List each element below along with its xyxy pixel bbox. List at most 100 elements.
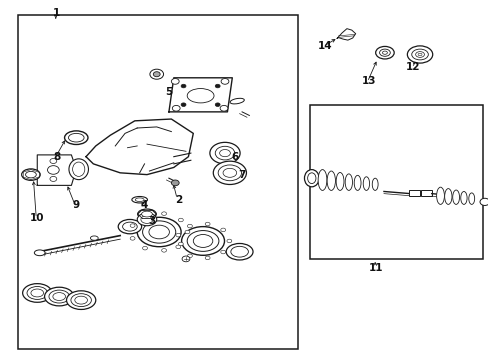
Ellipse shape: [363, 177, 369, 190]
Ellipse shape: [411, 49, 427, 60]
Ellipse shape: [353, 175, 360, 190]
Ellipse shape: [326, 171, 335, 190]
Circle shape: [226, 239, 231, 243]
Ellipse shape: [142, 211, 152, 217]
Circle shape: [130, 237, 135, 240]
Ellipse shape: [181, 226, 224, 255]
Ellipse shape: [141, 216, 153, 224]
Ellipse shape: [209, 142, 240, 164]
Circle shape: [130, 224, 135, 228]
Polygon shape: [168, 78, 232, 112]
Ellipse shape: [53, 293, 65, 301]
Circle shape: [205, 222, 210, 226]
Ellipse shape: [22, 284, 52, 302]
Bar: [310, 105, 483, 259]
Ellipse shape: [223, 168, 236, 177]
Ellipse shape: [219, 149, 230, 157]
Ellipse shape: [25, 171, 36, 178]
Text: 8: 8: [53, 152, 61, 162]
Ellipse shape: [379, 49, 389, 56]
Ellipse shape: [187, 89, 214, 103]
Ellipse shape: [44, 287, 74, 306]
Ellipse shape: [460, 192, 466, 204]
Circle shape: [142, 214, 147, 218]
Ellipse shape: [135, 198, 144, 202]
Ellipse shape: [215, 146, 234, 160]
Bar: [408, 190, 419, 196]
Polygon shape: [86, 119, 193, 175]
Ellipse shape: [444, 189, 451, 204]
Ellipse shape: [137, 217, 181, 247]
Circle shape: [162, 248, 166, 252]
Ellipse shape: [21, 169, 40, 180]
Ellipse shape: [318, 170, 326, 190]
Bar: [420, 190, 431, 196]
Ellipse shape: [371, 178, 377, 190]
Ellipse shape: [90, 236, 98, 240]
Circle shape: [176, 233, 181, 237]
Circle shape: [50, 158, 57, 163]
Text: 13: 13: [361, 76, 375, 86]
Polygon shape: [37, 155, 76, 185]
Ellipse shape: [226, 243, 252, 260]
Text: 10: 10: [30, 213, 44, 222]
Circle shape: [220, 105, 227, 111]
Circle shape: [153, 72, 160, 77]
Text: 6: 6: [231, 152, 238, 162]
Circle shape: [50, 176, 57, 181]
Text: 12: 12: [405, 62, 419, 72]
Ellipse shape: [132, 197, 147, 203]
Circle shape: [181, 84, 185, 88]
Text: 1: 1: [53, 8, 61, 18]
Circle shape: [162, 212, 166, 215]
Circle shape: [221, 228, 225, 232]
Text: 11: 11: [368, 263, 383, 273]
Ellipse shape: [375, 46, 393, 59]
Circle shape: [205, 256, 210, 260]
Text: 4: 4: [141, 200, 148, 210]
Circle shape: [187, 254, 192, 258]
Circle shape: [178, 218, 183, 222]
Ellipse shape: [34, 250, 45, 256]
Ellipse shape: [335, 172, 343, 190]
Circle shape: [215, 103, 220, 107]
Circle shape: [172, 105, 180, 111]
Ellipse shape: [149, 225, 169, 239]
Text: 9: 9: [73, 200, 80, 210]
Ellipse shape: [69, 159, 88, 180]
Circle shape: [47, 166, 59, 174]
Ellipse shape: [187, 230, 219, 251]
Ellipse shape: [304, 170, 319, 187]
Circle shape: [215, 84, 220, 88]
Circle shape: [221, 78, 228, 84]
Bar: [18, 15, 298, 348]
Ellipse shape: [218, 165, 241, 181]
Ellipse shape: [27, 287, 47, 300]
Circle shape: [171, 78, 179, 84]
Ellipse shape: [122, 222, 137, 231]
Circle shape: [150, 69, 163, 79]
Ellipse shape: [415, 51, 424, 57]
Ellipse shape: [71, 294, 91, 307]
Text: 7: 7: [238, 170, 245, 180]
Ellipse shape: [138, 209, 156, 219]
Circle shape: [184, 230, 189, 234]
Circle shape: [187, 224, 192, 228]
Circle shape: [182, 256, 189, 262]
Circle shape: [479, 198, 488, 206]
Ellipse shape: [137, 213, 157, 226]
Ellipse shape: [31, 289, 43, 297]
Ellipse shape: [75, 296, 87, 304]
Text: 2: 2: [175, 195, 182, 205]
Ellipse shape: [382, 51, 386, 54]
Ellipse shape: [73, 162, 84, 176]
Ellipse shape: [193, 234, 212, 247]
Ellipse shape: [66, 291, 96, 310]
Ellipse shape: [68, 134, 84, 142]
Circle shape: [142, 246, 147, 250]
Text: 5: 5: [165, 87, 172, 97]
Circle shape: [221, 250, 225, 254]
Ellipse shape: [452, 190, 459, 204]
Ellipse shape: [142, 221, 175, 243]
Polygon shape: [336, 29, 355, 40]
